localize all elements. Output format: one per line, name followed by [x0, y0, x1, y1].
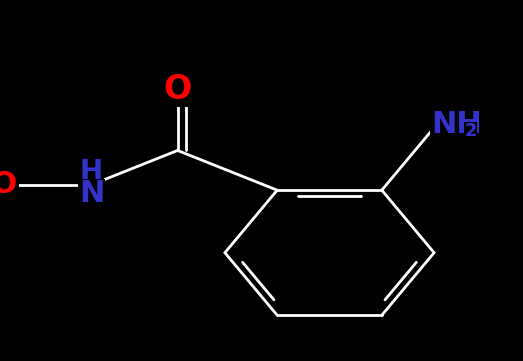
Text: NH: NH — [431, 109, 482, 139]
Text: HO: HO — [0, 170, 18, 199]
Text: H: H — [80, 158, 103, 186]
Text: N: N — [79, 179, 104, 208]
Text: 2: 2 — [464, 122, 477, 140]
Text: O: O — [163, 73, 191, 106]
